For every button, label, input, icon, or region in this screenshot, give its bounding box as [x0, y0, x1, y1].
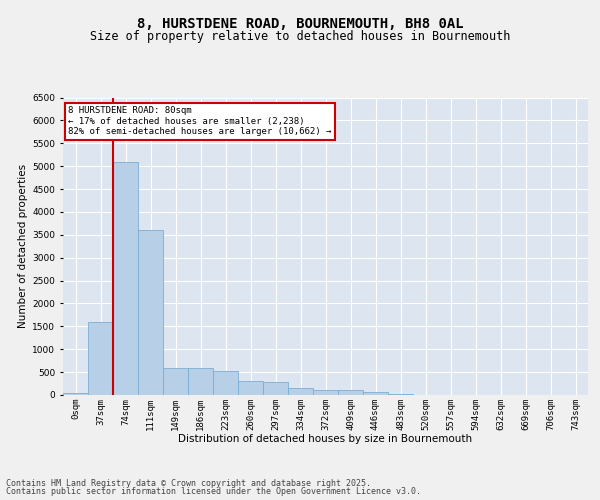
Bar — [238, 382, 263, 395]
Bar — [188, 368, 213, 395]
Bar — [163, 368, 188, 395]
Text: 8 HURSTDENE ROAD: 80sqm
← 17% of detached houses are smaller (2,238)
82% of semi: 8 HURSTDENE ROAD: 80sqm ← 17% of detache… — [68, 106, 332, 136]
Bar — [313, 390, 338, 395]
Text: 8, HURSTDENE ROAD, BOURNEMOUTH, BH8 0AL: 8, HURSTDENE ROAD, BOURNEMOUTH, BH8 0AL — [137, 18, 463, 32]
Text: Contains HM Land Registry data © Crown copyright and database right 2025.: Contains HM Land Registry data © Crown c… — [6, 478, 371, 488]
Bar — [263, 382, 288, 395]
Text: Size of property relative to detached houses in Bournemouth: Size of property relative to detached ho… — [90, 30, 510, 43]
Bar — [363, 392, 388, 395]
Bar — [113, 162, 138, 395]
Bar — [388, 394, 413, 395]
Bar — [338, 390, 363, 395]
Bar — [88, 322, 113, 395]
Bar — [213, 370, 238, 395]
Bar — [138, 230, 163, 395]
Bar — [63, 392, 88, 395]
X-axis label: Distribution of detached houses by size in Bournemouth: Distribution of detached houses by size … — [178, 434, 473, 444]
Y-axis label: Number of detached properties: Number of detached properties — [18, 164, 28, 328]
Bar — [288, 388, 313, 395]
Text: Contains public sector information licensed under the Open Government Licence v3: Contains public sector information licen… — [6, 487, 421, 496]
